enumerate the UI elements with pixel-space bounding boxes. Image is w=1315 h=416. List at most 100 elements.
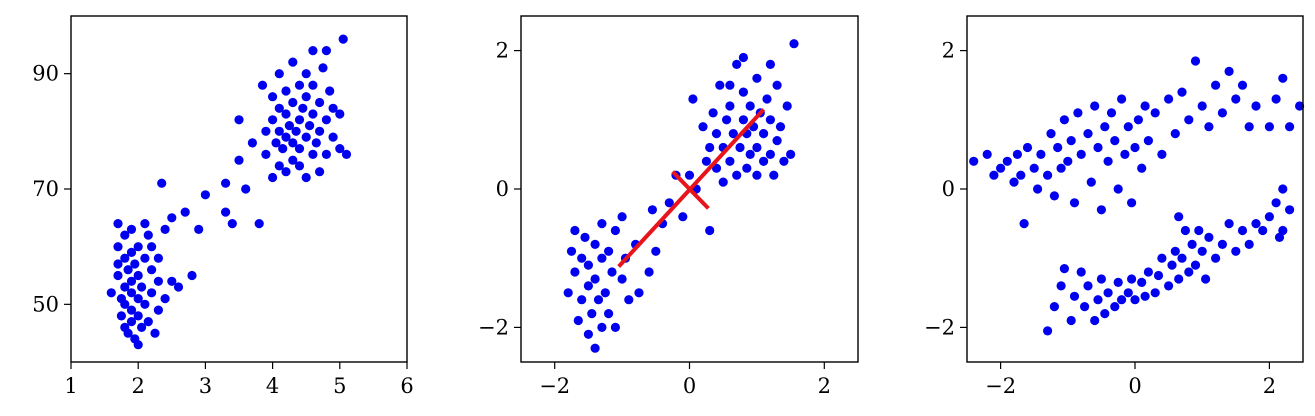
data-point <box>1133 115 1143 125</box>
data-point <box>106 288 116 298</box>
data-point <box>1100 122 1110 132</box>
data-point <box>782 101 792 111</box>
data-point <box>113 219 123 229</box>
data-point <box>1211 253 1221 263</box>
data-point <box>597 219 607 229</box>
data-point <box>1130 295 1140 305</box>
data-point <box>1069 198 1080 208</box>
data-point <box>294 161 305 171</box>
data-point <box>1066 315 1076 326</box>
x-tick: 4 <box>266 362 279 398</box>
scatter-points <box>969 56 1305 336</box>
data-point <box>173 282 184 292</box>
data-point <box>281 86 291 96</box>
data-point <box>732 170 742 180</box>
data-point <box>718 177 728 187</box>
data-point <box>234 115 244 125</box>
x-tick-label: 1 <box>64 374 77 398</box>
data-point <box>1170 246 1180 256</box>
data-point <box>113 270 123 281</box>
data-point <box>1184 267 1194 277</box>
data-point <box>1174 212 1184 222</box>
data-point <box>274 103 284 113</box>
y-tick: 90 <box>32 62 71 86</box>
data-point <box>765 115 776 125</box>
data-point <box>583 260 594 270</box>
data-point <box>1043 326 1053 336</box>
data-point <box>1237 80 1248 90</box>
data-point <box>268 92 278 102</box>
x-tick: 6 <box>400 362 414 398</box>
data-point <box>274 161 284 171</box>
data-point <box>1056 163 1066 173</box>
data-point <box>1258 225 1268 236</box>
data-point <box>1076 149 1086 159</box>
data-point <box>593 295 604 305</box>
data-point <box>604 309 614 319</box>
data-point <box>1231 246 1241 256</box>
data-point <box>1197 101 1207 111</box>
data-point <box>221 207 231 217</box>
data-point <box>1157 149 1167 159</box>
data-point <box>123 328 133 338</box>
data-point <box>1090 315 1100 326</box>
data-point <box>1073 108 1083 118</box>
data-point <box>227 219 237 229</box>
y-tick: 70 <box>32 177 71 201</box>
data-point <box>1201 274 1211 284</box>
data-point <box>113 242 123 252</box>
data-point <box>315 126 325 136</box>
data-point <box>1137 277 1147 287</box>
data-point <box>1066 136 1076 146</box>
data-point <box>1033 184 1043 194</box>
data-point <box>221 178 231 188</box>
data-point <box>254 219 264 229</box>
data-point <box>1244 122 1254 132</box>
data-point <box>1090 101 1100 111</box>
data-point <box>308 80 318 90</box>
data-point <box>610 225 621 236</box>
y-tick-label: −2 <box>924 315 955 339</box>
x-tick: 0 <box>1128 362 1142 398</box>
data-point <box>772 80 782 90</box>
data-point <box>143 317 153 327</box>
x-tick-label: 6 <box>400 374 413 398</box>
data-point <box>715 80 725 90</box>
data-point <box>765 59 776 69</box>
data-point <box>274 126 284 136</box>
data-point <box>1053 142 1063 153</box>
data-point <box>738 52 749 63</box>
data-point <box>1096 205 1106 215</box>
data-point <box>583 329 594 339</box>
data-point <box>769 170 779 180</box>
data-point <box>590 239 600 249</box>
data-point <box>257 80 268 90</box>
data-point <box>1274 232 1285 242</box>
y-tick: 2 <box>496 39 521 63</box>
data-point <box>321 115 331 125</box>
data-point <box>1244 239 1254 249</box>
data-point <box>634 288 644 298</box>
data-point <box>140 253 150 263</box>
data-point <box>1069 291 1080 301</box>
data-point <box>1012 149 1023 159</box>
data-point <box>587 309 597 319</box>
data-point <box>566 246 577 256</box>
data-point <box>705 142 715 153</box>
data-point <box>288 97 298 108</box>
data-point <box>1083 281 1093 291</box>
data-point <box>1123 288 1133 298</box>
data-point <box>725 80 735 90</box>
data-point <box>308 46 318 56</box>
data-point <box>167 213 177 223</box>
data-point <box>765 149 776 159</box>
data-point <box>247 138 257 148</box>
data-point <box>1009 177 1019 187</box>
data-point <box>281 109 291 119</box>
data-point <box>1002 156 1012 166</box>
data-point <box>688 94 698 104</box>
data-point <box>1204 122 1214 132</box>
data-point <box>291 126 301 136</box>
data-point <box>1177 253 1187 263</box>
data-point <box>624 295 634 305</box>
